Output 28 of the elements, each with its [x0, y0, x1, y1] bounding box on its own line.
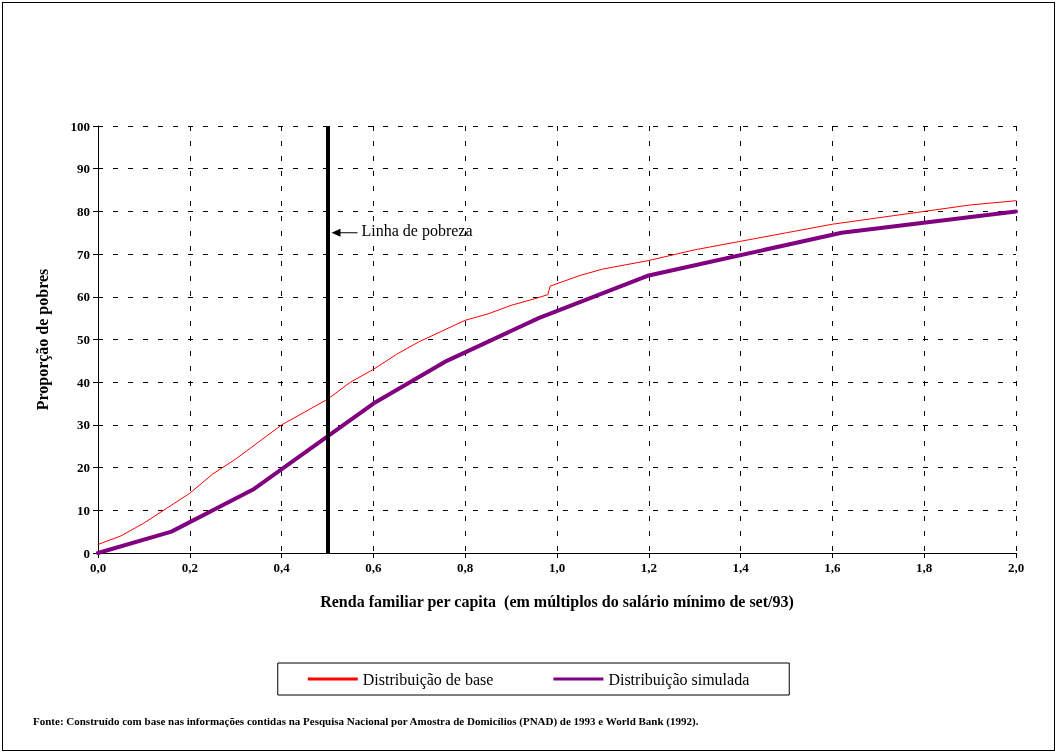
- x-tick-label: 2,0: [1007, 560, 1025, 575]
- x-tick-label: 0,6: [365, 560, 383, 575]
- y-tick-label: 20: [77, 460, 90, 476]
- y-tick-label: 30: [77, 417, 90, 433]
- y-tick-label: 0: [83, 545, 90, 561]
- x-tick-label: 1,8: [916, 560, 933, 575]
- y-tick-label: 50: [77, 332, 90, 347]
- x-tick-label: 1,4: [732, 560, 750, 575]
- source-note: Fonte: Construído com base nas informações contidas na Pesquisa Nacional por Amostra de Domicílios (PNAD) de 1993 e World Bank (1992).: [33, 715, 699, 727]
- x-tick-label: 0,8: [457, 560, 474, 575]
- y-tick-label: 90: [77, 161, 90, 177]
- y-tick-label: 10: [77, 502, 90, 518]
- y-tick-label: 80: [77, 203, 90, 219]
- legend-label: Distribuição de base: [362, 670, 494, 689]
- y-tick-label: 60: [77, 289, 90, 305]
- y-tick-label: 100: [70, 118, 90, 134]
- x-tick-label: 0,4: [273, 560, 291, 575]
- y-tick-label: 70: [77, 246, 90, 262]
- legend-label: Distribuição simulada: [608, 670, 750, 689]
- x-tick-label: 1,2: [640, 560, 657, 575]
- x-tick-label: 1,6: [824, 560, 842, 575]
- y-tick-label: 40: [77, 374, 90, 390]
- y-axis-title: Proporção de pobres: [33, 268, 52, 411]
- x-tick-label: 0,2: [181, 560, 198, 575]
- x-tick-label: 1,0: [548, 560, 566, 575]
- ref-line-label: Linha de pobreza: [361, 222, 473, 241]
- x-axis-title: Renda familiar per capita (em múltiplos do salário mínimo de set/93): [320, 592, 794, 611]
- x-tick-label: 0,0: [89, 560, 107, 575]
